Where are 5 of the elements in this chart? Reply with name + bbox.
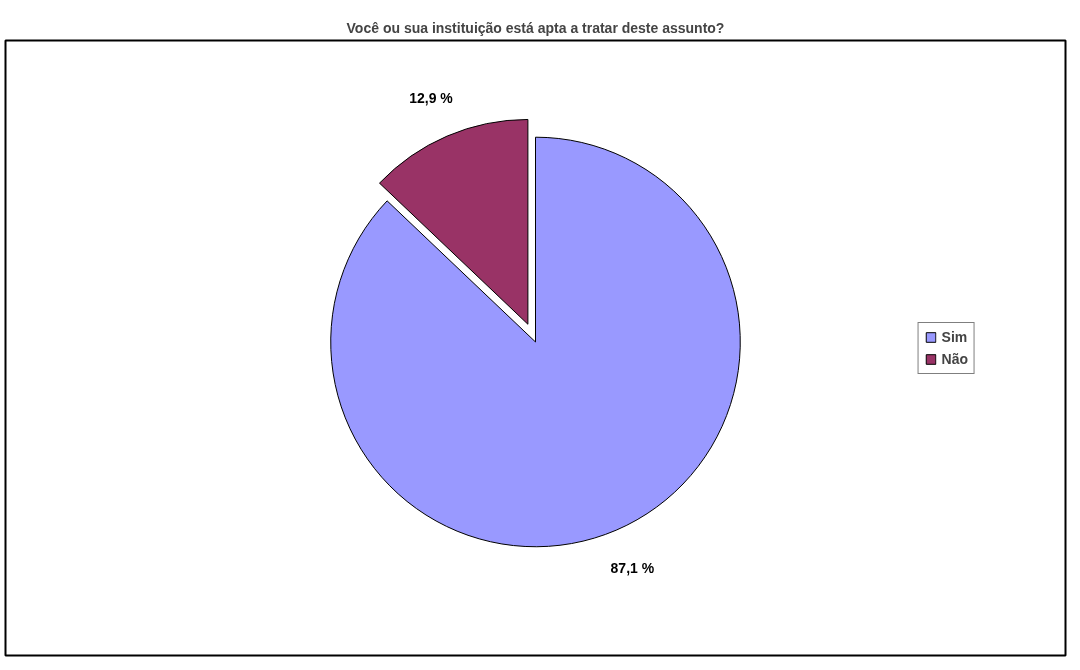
data-label: 87,1 %: [610, 560, 655, 577]
legend-label: Sim: [941, 328, 968, 345]
legend-label: Não: [941, 350, 968, 367]
data-label: 12,9 %: [409, 90, 454, 107]
chart-title: Você ou sua instituição está apta a tratar deste assunto?: [346, 19, 725, 36]
